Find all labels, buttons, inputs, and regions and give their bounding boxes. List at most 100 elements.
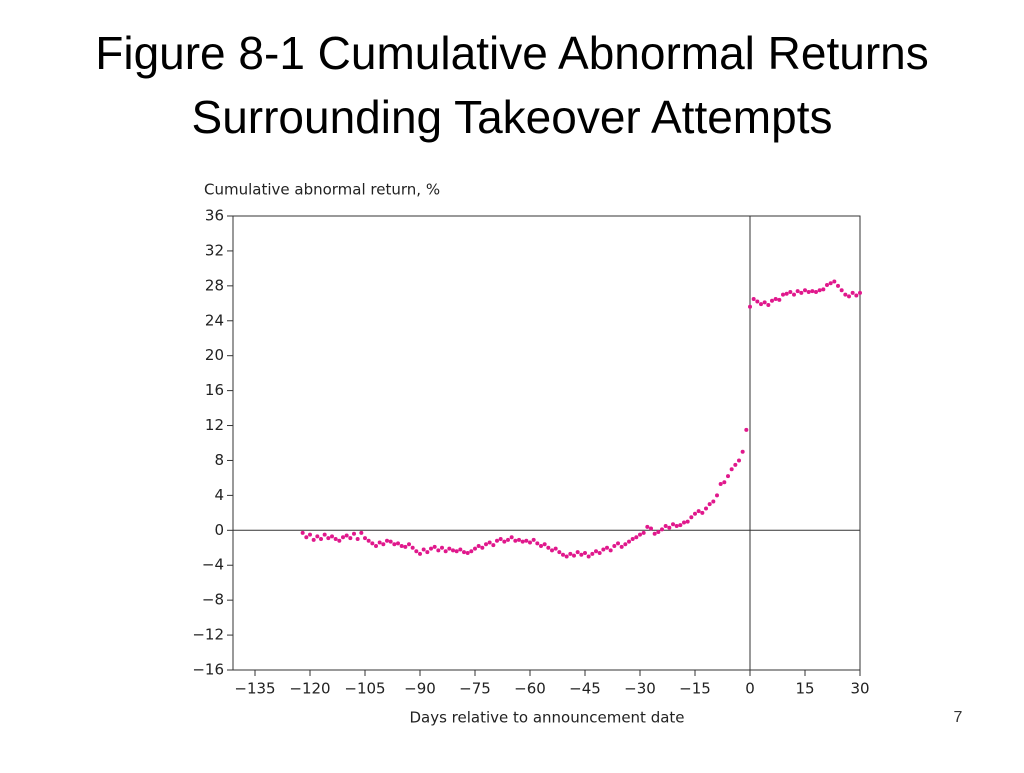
data-point (480, 545, 485, 550)
data-point (759, 302, 763, 307)
data-point (473, 546, 477, 551)
data-point (326, 536, 331, 541)
y-tick-label: 0 (214, 521, 224, 539)
y-tick-label: 16 (205, 381, 224, 399)
data-point (451, 548, 455, 553)
data-point (685, 519, 690, 524)
data-point (814, 289, 818, 294)
x-tick-label: −135 (234, 680, 275, 698)
data-point (843, 292, 848, 297)
data-point (583, 551, 587, 556)
data-point (315, 534, 320, 539)
data-point (586, 554, 591, 559)
data-point (333, 537, 338, 542)
data-point (828, 281, 833, 286)
data-point (330, 534, 334, 539)
data-point (836, 283, 840, 288)
data-point (597, 551, 602, 556)
data-point (535, 541, 540, 546)
data-point (707, 502, 712, 507)
data-point (839, 288, 844, 293)
data-point (319, 537, 323, 542)
x-tick-label: 0 (745, 680, 755, 698)
data-point (572, 553, 576, 558)
data-point (755, 299, 760, 304)
data-point (440, 545, 444, 550)
data-point (762, 300, 767, 305)
data-point (729, 467, 734, 472)
y-tick-label: 24 (205, 311, 224, 329)
data-point (377, 540, 382, 545)
data-point (454, 549, 459, 554)
data-point (506, 537, 510, 542)
x-tick-label: 30 (850, 680, 869, 698)
data-point (825, 282, 829, 287)
data-point (487, 540, 492, 545)
data-point (418, 551, 422, 556)
data-point (509, 535, 514, 540)
data-point (781, 292, 785, 297)
data-point (748, 304, 752, 309)
data-point (608, 548, 613, 553)
data-point (531, 537, 536, 542)
data-point (638, 532, 642, 537)
data-point (432, 544, 437, 549)
y-tick-label: −12 (192, 626, 224, 644)
data-point (740, 449, 745, 454)
data-point (564, 554, 569, 559)
data-point (300, 530, 305, 535)
data-point (462, 550, 466, 555)
data-point (414, 549, 419, 554)
data-point (645, 524, 650, 529)
data-point (847, 294, 851, 299)
data-point (553, 546, 558, 551)
x-tick-label: −60 (514, 680, 546, 698)
data-point (715, 493, 719, 498)
data-point (674, 523, 679, 528)
data-point (322, 532, 327, 537)
data-point (641, 530, 646, 535)
y-tick-label: 8 (214, 451, 224, 469)
data-point (465, 551, 470, 556)
data-point (425, 550, 430, 555)
data-point (476, 544, 481, 549)
data-point (806, 289, 811, 294)
data-point (627, 539, 631, 544)
data-point (788, 289, 793, 294)
x-axis-label: Days relative to announcement date (409, 709, 684, 727)
data-point (568, 551, 573, 556)
data-point (443, 549, 448, 554)
data-point (311, 537, 316, 542)
y-tick-label: 28 (205, 276, 224, 294)
data-point (726, 474, 730, 479)
data-point (513, 538, 518, 543)
x-tick-label: −15 (679, 680, 711, 698)
data-point (491, 543, 496, 548)
data-point (557, 550, 562, 555)
data-point (744, 427, 749, 432)
data-point (396, 541, 400, 546)
data-point (370, 541, 375, 546)
data-point (495, 538, 499, 543)
data-point (447, 546, 452, 551)
data-point (770, 298, 774, 303)
slide-title: Surrounding Takeover Attempts (192, 91, 833, 143)
data-point (832, 279, 837, 284)
data-point (539, 544, 543, 549)
data-point (663, 523, 668, 528)
y-tick-label: −4 (202, 556, 224, 574)
data-point (403, 544, 408, 549)
data-point (337, 538, 342, 543)
data-point (700, 510, 705, 515)
data-point (355, 537, 360, 542)
data-point (359, 530, 364, 535)
data-point (737, 458, 741, 463)
data-point (388, 539, 393, 544)
data-point (660, 527, 664, 532)
data-point (601, 547, 606, 552)
data-point (678, 523, 683, 528)
x-tick-label: −90 (404, 680, 436, 698)
data-point (374, 544, 378, 549)
data-point (502, 539, 507, 544)
